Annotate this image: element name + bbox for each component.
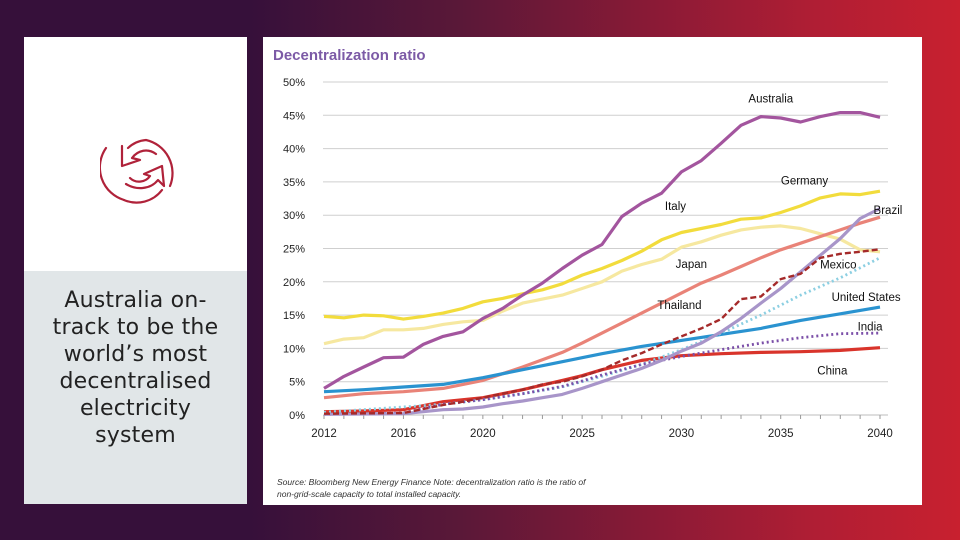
series-label: India bbox=[858, 321, 884, 333]
series-line-japan bbox=[323, 224, 881, 346]
decentralization-line-chart: Decentralization ratio 0% 5% 10% 15% 20% 25% 3… bbox=[273, 47, 903, 499]
y-tick-label: 0% bbox=[289, 410, 305, 422]
x-tick-label: 2030 bbox=[669, 428, 695, 440]
series-line-blue-series bbox=[323, 305, 881, 394]
y-tick-label: 50% bbox=[283, 77, 305, 89]
y-tick-label: 15% bbox=[283, 310, 305, 322]
series-line-thailand bbox=[323, 215, 881, 400]
caption-line: system bbox=[95, 423, 176, 448]
caption-line: track to be the bbox=[52, 315, 219, 340]
y-tick-label: 10% bbox=[283, 343, 305, 355]
series-label: Brazil bbox=[874, 205, 903, 217]
chart-title: Decentralization ratio bbox=[273, 47, 426, 64]
y-tick-label: 25% bbox=[283, 244, 305, 256]
chart-footnote-line: Source: Bloomberg New Energy Finance Not… bbox=[277, 477, 587, 487]
y-tick-label: 45% bbox=[283, 110, 305, 122]
series-label: Mexico bbox=[820, 259, 856, 271]
x-tick-label: 2012 bbox=[311, 428, 337, 440]
slide-left-panel: Australia on- track to be the world’s mo… bbox=[24, 37, 247, 504]
x-tick-label: 2020 bbox=[470, 428, 496, 440]
x-tick-label: 2016 bbox=[391, 428, 417, 440]
series-label: United States bbox=[832, 292, 901, 304]
series-line-australia bbox=[323, 110, 881, 390]
x-tick-label: 2035 bbox=[768, 428, 794, 440]
series-label: Thailand bbox=[657, 300, 701, 312]
series-label: Australia bbox=[748, 94, 793, 106]
series-label: China bbox=[817, 365, 848, 377]
y-tick-label: 20% bbox=[283, 277, 305, 289]
slide-caption: Australia on- track to be the world’s mo… bbox=[28, 287, 243, 449]
series-line-brazil bbox=[323, 207, 881, 416]
y-tick-label: 5% bbox=[289, 377, 305, 389]
series-line-mexico bbox=[323, 248, 881, 415]
y-tick-label: 40% bbox=[283, 144, 305, 156]
series-label: Germany bbox=[781, 176, 829, 188]
series-line-italy bbox=[323, 189, 881, 321]
series-label: Japan bbox=[676, 259, 707, 271]
x-tick-label: 2040 bbox=[867, 428, 893, 440]
x-tick-label: 2025 bbox=[569, 428, 595, 440]
chart-panel: Decentralization ratio 0% 5% 10% 15% 20% 25% 3… bbox=[263, 37, 922, 505]
chart-footnote-line: non-grid-scale capacity to total install… bbox=[277, 489, 461, 499]
series-line-china bbox=[323, 346, 881, 414]
caption-line: Australia on- bbox=[64, 288, 207, 313]
refresh-cycle-icon bbox=[98, 134, 176, 210]
series-line-india bbox=[323, 331, 881, 416]
caption-box: Australia on- track to be the world’s mo… bbox=[24, 271, 247, 504]
caption-line: electricity bbox=[79, 396, 192, 421]
y-tick-label: 30% bbox=[283, 210, 305, 222]
caption-line: world’s most bbox=[63, 342, 208, 367]
series-label: Italy bbox=[665, 201, 686, 213]
caption-line: decentralised bbox=[59, 369, 212, 394]
y-tick-label: 35% bbox=[283, 177, 305, 189]
